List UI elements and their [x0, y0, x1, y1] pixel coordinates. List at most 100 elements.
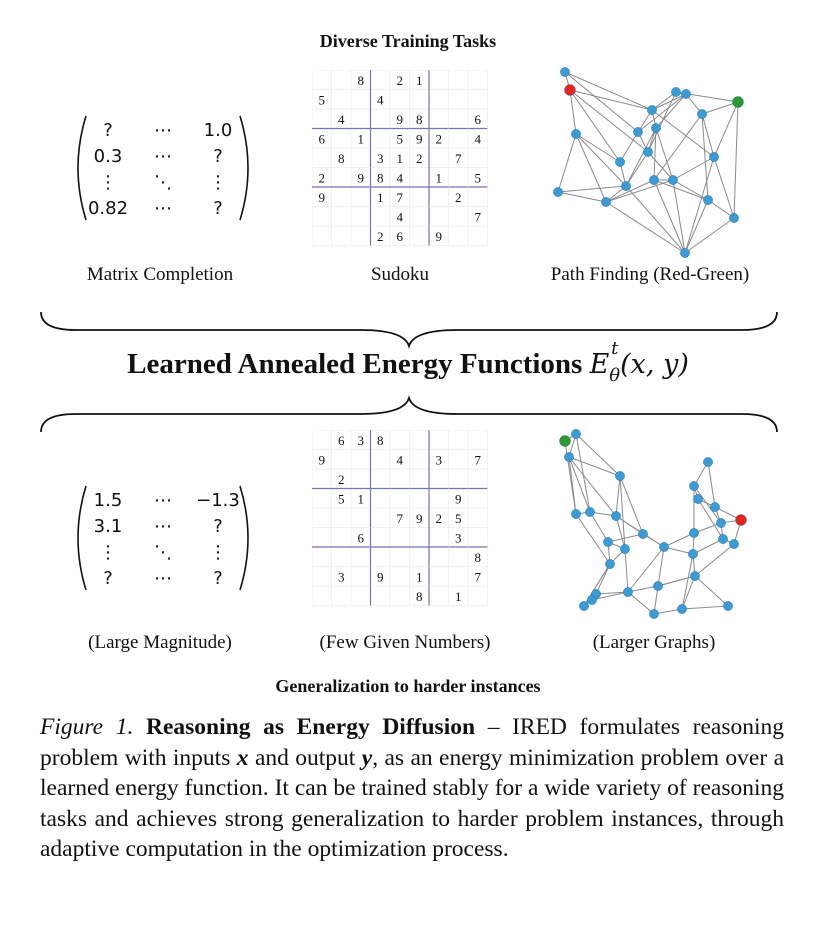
graph-node	[620, 544, 630, 554]
graph-node	[649, 609, 659, 619]
sudoku-digit: 3	[338, 569, 345, 584]
graph-node-start	[735, 514, 747, 526]
matrix-cell: 0.82	[88, 198, 128, 219]
sudoku-digit: 5	[475, 170, 482, 185]
graph-edge	[707, 199, 735, 219]
graph-edge	[569, 89, 621, 163]
graph-edge	[557, 133, 577, 193]
graph-node-start	[564, 84, 576, 96]
caption-text-1: – IRED formulates reasoning problem with…	[40, 714, 785, 771]
graph-edge	[589, 511, 609, 543]
graph-edge	[605, 179, 674, 203]
sudoku-digit: 8	[416, 589, 423, 604]
graph-edge	[684, 199, 709, 254]
graph-node	[689, 528, 699, 538]
graph-edge	[694, 543, 735, 577]
graph-edge	[663, 546, 694, 555]
graph-edge	[568, 456, 591, 513]
matrix-cell: ⋱	[154, 542, 172, 563]
sudoku-digit: 2	[416, 151, 423, 166]
graph-edge	[651, 93, 687, 111]
graph-node	[605, 559, 615, 569]
graph-edge	[564, 71, 653, 111]
sudoku-digit: 4	[397, 209, 404, 224]
sudoku-digit: 5	[319, 92, 326, 107]
sudoku-digit: 6	[338, 433, 345, 448]
matrix-cell: ⋮	[209, 172, 227, 193]
matrix-cell: ?	[103, 120, 113, 141]
graph-edge	[701, 101, 739, 115]
graph-edge	[697, 498, 724, 540]
graph-node	[729, 539, 739, 549]
sudoku-digit: 2	[455, 190, 462, 205]
matrix-cell: ⋮	[99, 172, 117, 193]
sudoku-digit: 9	[455, 491, 462, 506]
sudoku-digit: 7	[397, 511, 404, 526]
graph-node	[651, 123, 661, 133]
sudoku-digit: 4	[397, 452, 404, 467]
sudoku-digit: 7	[397, 190, 404, 205]
matrix-cell: ⋱	[154, 172, 172, 193]
graph-edge	[627, 585, 659, 593]
sudoku-digit: 1	[455, 589, 462, 604]
graph-edge	[627, 546, 665, 593]
graph-edge	[692, 538, 724, 555]
matrix-cell: ⋯	[154, 516, 172, 537]
graph-edge	[595, 591, 629, 595]
graph-node	[688, 549, 698, 559]
sudoku-digit: 1	[416, 569, 423, 584]
graph-edge	[657, 546, 665, 587]
graph-bottom	[559, 429, 747, 619]
graph-node	[703, 195, 713, 205]
graph-edge	[625, 185, 686, 254]
graph-node	[643, 147, 653, 157]
sudoku-digit: 4	[377, 92, 384, 107]
graph-node	[579, 601, 589, 611]
graph-edge	[595, 563, 611, 595]
caption-title: Reasoning as Energy Diffusion	[145, 714, 476, 740]
graph-edge	[733, 101, 739, 219]
sudoku-digit: 6	[397, 229, 404, 244]
graph-node	[564, 452, 574, 462]
graph-node	[633, 127, 643, 137]
matrix-cell: ?	[213, 568, 223, 589]
sudoku-digit: 5	[397, 131, 404, 146]
sudoku-digit: 7	[475, 209, 482, 224]
graph-node	[697, 109, 707, 119]
graph-edge	[647, 151, 674, 181]
sudoku-digit: 8	[338, 151, 345, 166]
matrix-cell: ⋯	[154, 146, 172, 167]
graph-edge	[655, 93, 687, 129]
sudoku-digit: 9	[358, 170, 365, 185]
sudoku-digit: 7	[475, 569, 482, 584]
graph-edge	[672, 179, 709, 201]
sudoku-digit: 3	[358, 433, 365, 448]
graph-node	[611, 511, 621, 521]
graph-edge	[713, 101, 739, 158]
sudoku-digit: 9	[319, 452, 326, 467]
graph-edge	[569, 89, 653, 111]
graph-node-goal	[559, 435, 571, 447]
graph-edge	[564, 71, 639, 133]
sudoku-digit: 4	[475, 131, 482, 146]
sudoku-digit: 4	[397, 170, 404, 185]
graph-edge	[557, 185, 627, 193]
graph-edge	[651, 109, 715, 158]
graph-edge	[575, 513, 611, 565]
caption-var-y: y	[361, 744, 373, 771]
graph-node	[729, 213, 739, 223]
graph-edge	[684, 156, 715, 254]
sudoku-digit: 2	[377, 229, 384, 244]
graph-edge	[575, 433, 621, 477]
graph-node	[649, 175, 659, 185]
matrix-cell: ?	[213, 198, 223, 219]
larger-graphs-label: (Larger Graphs)	[592, 632, 716, 653]
sudoku-digit: 9	[377, 569, 384, 584]
graph-node	[623, 587, 633, 597]
graph-node	[680, 248, 690, 258]
graph-edge	[569, 89, 649, 153]
caption-text-2: and output	[248, 744, 362, 771]
sudoku-digit: 1	[416, 73, 423, 88]
caption-var-x: x	[236, 744, 249, 771]
